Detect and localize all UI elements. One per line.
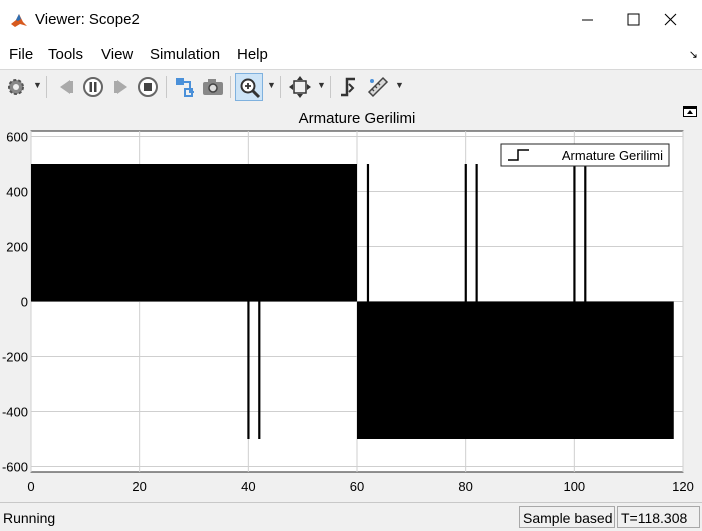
signal-band (357, 301, 674, 439)
status-bar: Running Sample based T=118.308 (0, 502, 702, 531)
y-tick-label: 600 (6, 130, 28, 145)
y-tick-label: -600 (2, 460, 28, 475)
menu-tools[interactable]: Tools (48, 46, 84, 63)
title-bar: Viewer: Scope2 (0, 0, 702, 40)
settings-dropdown-icon[interactable]: ▼ (33, 80, 42, 90)
simulation-time-box: T=118.308 (617, 506, 700, 528)
y-tick-label: 400 (6, 185, 28, 200)
undock-plot-icon[interactable] (683, 106, 697, 117)
simulation-status: Running (3, 510, 56, 526)
menu-file[interactable]: File (9, 46, 34, 63)
step-forward-icon[interactable] (109, 75, 133, 99)
settings-icon[interactable] (4, 75, 28, 99)
x-tick-label: 80 (458, 479, 472, 494)
dock-arrow-icon[interactable]: ↘ (688, 49, 698, 61)
zoom-in-icon (240, 78, 261, 99)
scope-plot[interactable]: 0 20 40 60 80 100 120 600 400 200 0 -200 -400 -600 Arm… (0, 104, 702, 500)
close-button[interactable] (656, 0, 702, 40)
y-tick-label: 0 (21, 295, 28, 310)
minimize-button[interactable] (564, 0, 610, 40)
close-icon (664, 13, 677, 26)
highlight-simulink-block-icon[interactable] (173, 75, 197, 99)
zoom-dropdown-icon[interactable]: ▼ (267, 80, 276, 90)
x-tick-label: 120 (672, 479, 694, 494)
signal-spike (247, 301, 250, 439)
y-tick-label: -200 (2, 350, 28, 365)
minimize-icon (582, 19, 593, 21)
toolbar-separator (46, 76, 47, 98)
signal-spike (584, 164, 587, 302)
signal-spike (464, 164, 467, 302)
autoscale-icon[interactable] (288, 75, 312, 99)
legend-label: Armature Gerilimi (562, 148, 663, 163)
pause-icon[interactable] (81, 75, 105, 99)
stop-icon[interactable] (136, 75, 160, 99)
maximize-icon (627, 13, 640, 26)
x-tick-label: 40 (241, 479, 255, 494)
menu-view[interactable]: View (101, 46, 134, 63)
signal-spike (366, 164, 370, 302)
window-title: Viewer: Scope2 (35, 11, 140, 28)
menu-help[interactable]: Help (237, 46, 268, 63)
toolbar-separator (166, 76, 167, 98)
toolbar-separator (330, 76, 331, 98)
x-tick-label: 20 (132, 479, 146, 494)
sample-mode-box: Sample based (519, 506, 615, 528)
signal-spike (258, 301, 261, 439)
signal-spike (573, 164, 576, 302)
toolbar-separator (280, 76, 281, 98)
step-back-icon[interactable] (54, 75, 78, 99)
snapshot-icon[interactable] (201, 75, 225, 99)
plot-title: Armature Gerilimi (298, 110, 416, 127)
toolbar-separator (230, 76, 231, 98)
legend-box[interactable] (500, 143, 670, 167)
signal-spike (475, 164, 478, 302)
measurements-icon[interactable] (366, 75, 390, 99)
toolbar: ▼ ▼ ▼ ▼ (0, 69, 702, 105)
matlab-logo-icon (10, 11, 28, 29)
zoom-button-active[interactable] (235, 73, 263, 101)
y-tick-label: -400 (2, 405, 28, 420)
legend-line-icon (508, 149, 529, 161)
x-tick-label: 0 (27, 479, 34, 494)
autoscale-dropdown-icon[interactable]: ▼ (317, 80, 326, 90)
y-tick-label: 200 (6, 240, 28, 255)
measurements-dropdown-icon[interactable]: ▼ (395, 80, 404, 90)
x-tick-label: 60 (350, 479, 364, 494)
menu-simulation[interactable]: Simulation (150, 46, 221, 63)
triggers-icon[interactable] (337, 75, 361, 99)
x-tick-label: 100 (563, 479, 585, 494)
menu-bar: File Tools View Simulation Help (0, 40, 702, 69)
signal-band (31, 164, 357, 302)
maximize-button[interactable] (610, 0, 656, 40)
